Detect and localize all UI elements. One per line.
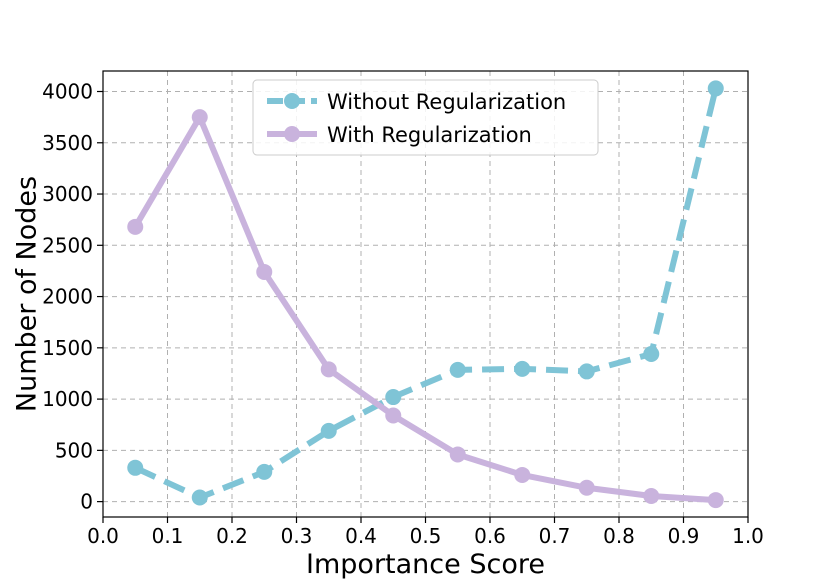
data-point bbox=[643, 345, 660, 362]
data-point bbox=[578, 363, 595, 380]
data-point bbox=[449, 361, 466, 378]
series-1 bbox=[127, 80, 724, 506]
y-tick-label: 0 bbox=[80, 490, 93, 514]
x-tick-label: 0.0 bbox=[87, 524, 119, 548]
y-tick-label: 500 bbox=[55, 438, 93, 462]
y-tick-label: 2000 bbox=[42, 285, 93, 309]
legend-label: With Regularization bbox=[327, 123, 532, 147]
y-tick-label: 3000 bbox=[42, 182, 93, 206]
series-2 bbox=[127, 109, 724, 509]
data-point bbox=[256, 263, 273, 280]
x-tick-label: 0.6 bbox=[474, 524, 506, 548]
series-line bbox=[132, 114, 716, 504]
x-tick-label: 0.2 bbox=[216, 524, 248, 548]
data-point bbox=[707, 80, 724, 97]
data-point bbox=[385, 389, 402, 406]
y-axis-title: Number of Nodes bbox=[11, 176, 42, 412]
data-point bbox=[643, 487, 660, 504]
data-point bbox=[127, 459, 144, 476]
x-tick-label: 0.3 bbox=[281, 524, 313, 548]
data-point bbox=[578, 479, 595, 496]
data-point bbox=[191, 489, 208, 506]
data-point bbox=[127, 218, 144, 235]
x-axis-title: Importance Score bbox=[306, 549, 545, 580]
legend-label: Without Regularization bbox=[327, 90, 566, 114]
data-point bbox=[514, 360, 531, 377]
data-point bbox=[707, 492, 724, 509]
axis-ticks: 0.0 0.1 0.2 0.3 0.4 0.5 0.6 0.7 0.8 0.9 1.0 0 500 100… bbox=[42, 80, 764, 548]
legend-marker bbox=[284, 126, 300, 142]
data-point bbox=[320, 361, 337, 378]
data-point bbox=[514, 466, 531, 483]
x-tick-label: 0.1 bbox=[152, 524, 184, 548]
x-tick-label: 0.7 bbox=[539, 524, 571, 548]
y-tick-label: 3500 bbox=[42, 131, 93, 155]
data-point bbox=[191, 109, 208, 126]
y-tick-label: 2500 bbox=[42, 233, 93, 257]
y-tick-label: 1000 bbox=[42, 387, 93, 411]
data-point bbox=[449, 446, 466, 463]
x-tick-label: 0.8 bbox=[603, 524, 635, 548]
x-tick-label: 0.5 bbox=[410, 524, 442, 548]
series-layer bbox=[127, 80, 724, 509]
series-line bbox=[133, 87, 719, 501]
data-point bbox=[385, 407, 402, 424]
y-tick-label: 4000 bbox=[42, 80, 93, 104]
data-point bbox=[320, 422, 337, 439]
legend: Without Regularization With Regularizatio… bbox=[252, 79, 599, 156]
x-tick-label: 0.9 bbox=[668, 524, 700, 548]
y-tick-label: 1500 bbox=[42, 336, 93, 360]
x-tick-label: 1.0 bbox=[732, 524, 764, 548]
data-point bbox=[256, 463, 273, 480]
x-tick-label: 0.4 bbox=[345, 524, 377, 548]
legend-marker bbox=[284, 93, 300, 109]
legend-box bbox=[252, 79, 599, 156]
